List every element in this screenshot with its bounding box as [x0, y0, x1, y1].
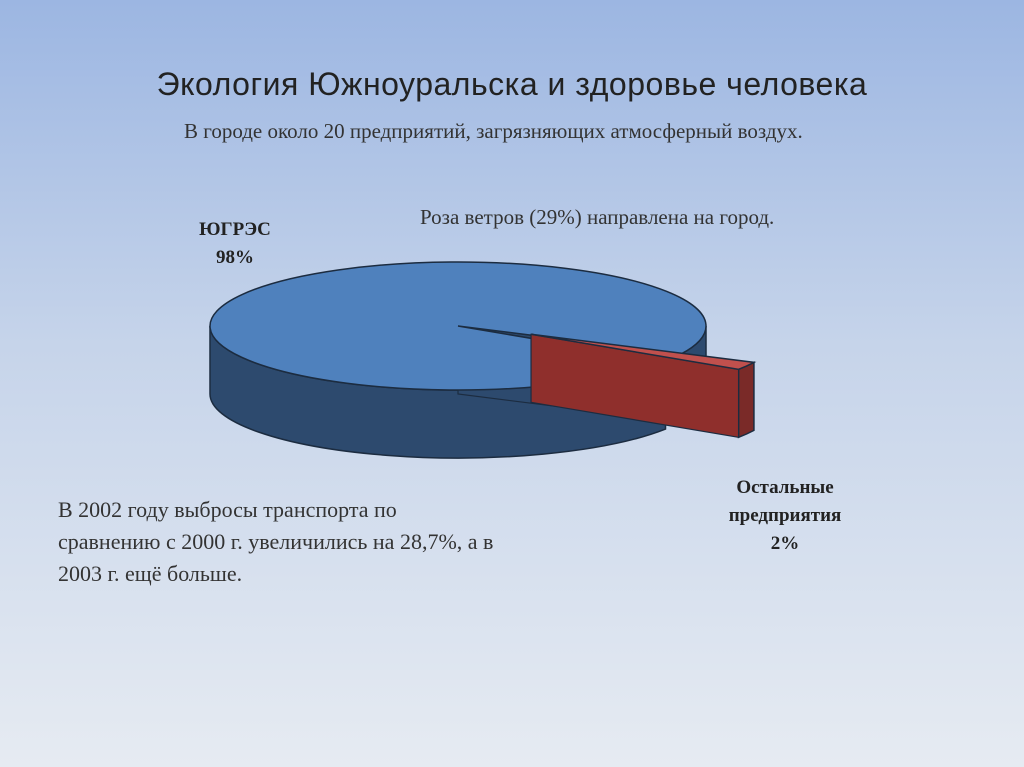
slice-value-other: 2%: [770, 533, 800, 554]
pie-slice-side: [737, 361, 755, 439]
slice-label-ugres: ЮГРЭС 98%: [170, 216, 300, 272]
pie-slice-other: [530, 333, 757, 439]
slide-title: Экология Южноуральска и здоровье человек…: [156, 66, 868, 102]
slice-name-other: Остальные предприятия: [728, 477, 842, 526]
slice-label-other: Остальные предприятия 2%: [700, 474, 870, 558]
pie-slice-top: [530, 333, 757, 371]
slice-value-ugres: 98%: [216, 247, 254, 268]
transport-emissions-text: В 2002 году выбросы транспорта по сравне…: [58, 497, 494, 586]
wind-rose-text: Роза ветров (29%) направлена на город.: [420, 205, 775, 229]
slice-name-ugres: ЮГРЭС: [199, 219, 271, 240]
intro-text: В городе около 20 предприятий, загрязняю…: [184, 119, 803, 143]
